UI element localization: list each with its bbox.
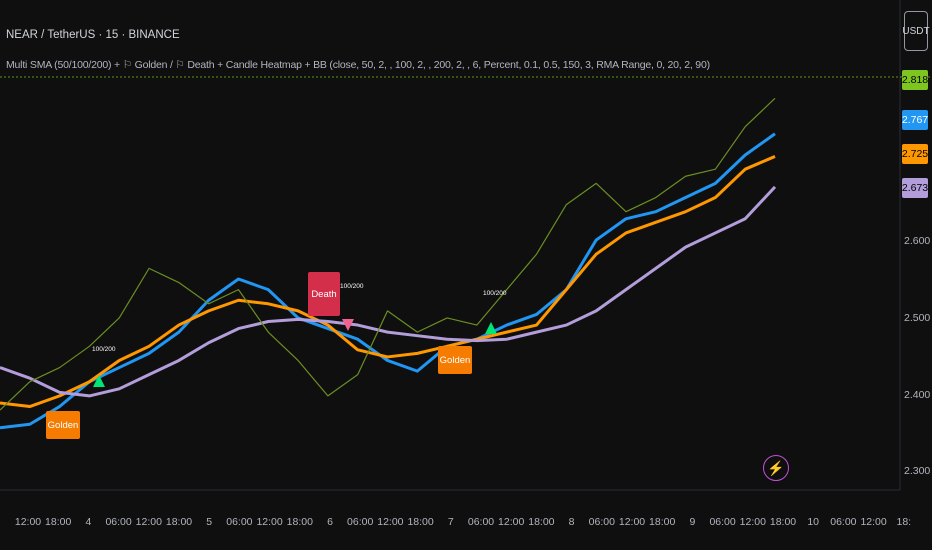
golden-cross-label: Golden — [46, 411, 80, 439]
x-tick-label: 6 — [327, 516, 333, 528]
y-tick-label: 2.400 — [904, 389, 931, 401]
golden-cross-text: Golden — [47, 419, 79, 431]
x-tick-label: 12:00 — [256, 516, 283, 528]
sma50-price-tag: 2.767 — [902, 110, 928, 130]
x-tick-label: 06:00 — [467, 516, 495, 528]
x-tick-label: 18:00 — [45, 516, 72, 528]
x-tick-label: 12:00 — [739, 516, 766, 528]
series-line-100 — [0, 155, 776, 409]
golden-cross-label: Golden — [438, 346, 472, 374]
series-line-50 — [0, 132, 776, 430]
last-price-tag: 2.818 — [902, 70, 928, 90]
death-cross-label: Death — [308, 272, 340, 316]
cross-marker-label: 100/200 — [92, 346, 116, 353]
series-line-200 — [0, 185, 777, 398]
x-tick-label: 06:00 — [830, 516, 857, 528]
y-tick-label: 2.300 — [904, 465, 931, 477]
x-tick-label: 06:00 — [226, 516, 253, 528]
markers-layer — [0, 76, 932, 387]
y-tick-label: 2.600 — [904, 235, 931, 247]
up-triangle-marker — [485, 322, 497, 334]
sma100-price-tag: 2.725 — [902, 144, 928, 164]
x-tick-label: 18:00 — [528, 516, 555, 528]
up-triangle-marker — [93, 375, 105, 387]
x-tick-label: 06:00 — [709, 516, 736, 528]
x-tick-label: 4 — [85, 516, 92, 528]
x-tick-label: 9 — [689, 516, 696, 528]
cross-marker-label: 100/200 — [340, 283, 364, 290]
cross-marker-label: 100/200 — [483, 290, 507, 297]
x-tick-label: 18:00 — [407, 516, 434, 528]
x-tick-label: 18:00 — [286, 516, 313, 528]
x-tick-label: 12:00 — [498, 516, 525, 528]
x-tick-label: 18:00 — [165, 516, 193, 528]
x-tick-label: 18: — [896, 516, 912, 528]
indicator-legend[interactable]: Multi SMA (50/100/200) + ⚐ Golden / ⚐ De… — [6, 59, 710, 71]
symbol-title[interactable]: NEAR / TetherUS · 15 · BINANCE — [6, 29, 180, 41]
x-tick-label: 8 — [568, 516, 575, 528]
sma200-price-tag: 2.673 — [902, 178, 928, 198]
x-tick-label: 12:00 — [618, 516, 646, 528]
golden-cross-text: Golden — [439, 354, 471, 366]
x-tick-label: 06:00 — [105, 516, 132, 528]
x-tick-label: 18:00 — [769, 516, 797, 528]
x-tick-label: 12:00 — [135, 516, 162, 528]
series-line-price — [0, 97, 776, 411]
x-tick-label: 7 — [447, 516, 454, 528]
x-tick-label: 12:00 — [377, 516, 404, 528]
currency-button[interactable]: USDT — [902, 11, 930, 51]
x-tick-label: 10 — [807, 516, 820, 528]
x-tick-label: 06:00 — [588, 516, 615, 528]
down-triangle-marker — [342, 319, 354, 331]
x-tick-label: 06:00 — [347, 516, 374, 528]
series-layer — [0, 97, 777, 430]
lightning-icon[interactable]: ⚡ — [763, 455, 789, 481]
x-tick-label: 12:00 — [14, 516, 42, 528]
death-cross-text: Death — [311, 288, 337, 300]
y-tick-label: 2.500 — [904, 312, 931, 324]
x-tick-label: 18:00 — [649, 516, 676, 528]
x-tick-label: 12:00 — [860, 516, 887, 528]
x-tick-label: 5 — [206, 516, 213, 528]
